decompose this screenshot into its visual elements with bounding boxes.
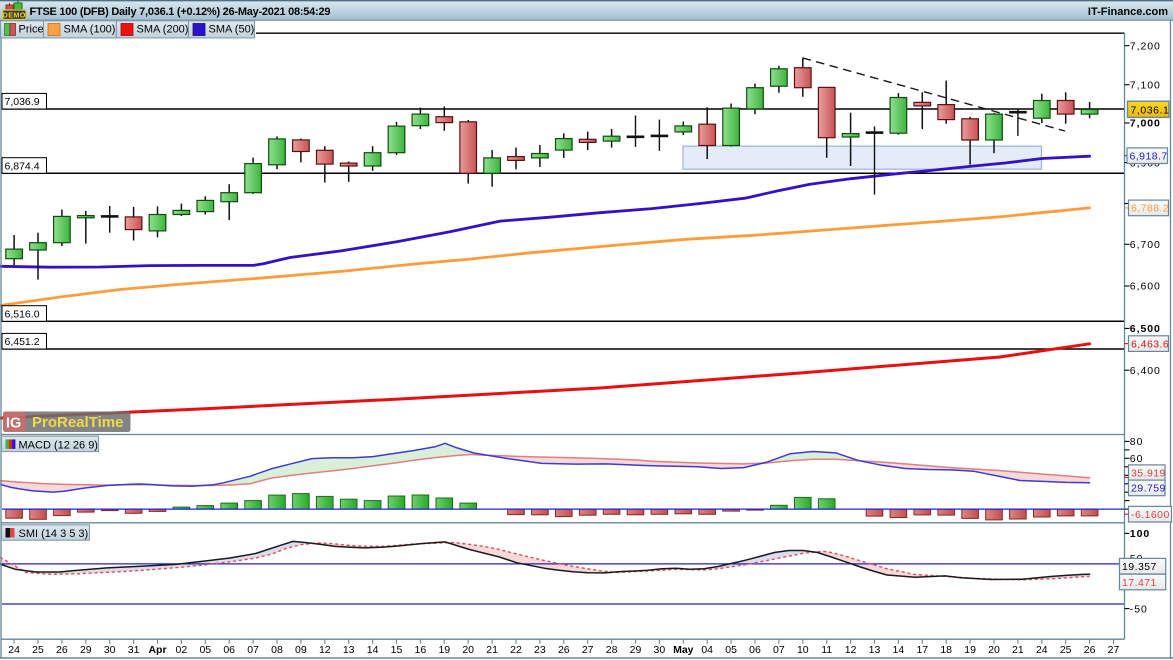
svg-text:SMI (14 3 5 3): SMI (14 3 5 3) bbox=[19, 528, 89, 540]
svg-text:6,600: 6,600 bbox=[1130, 281, 1161, 293]
svg-text:21: 21 bbox=[486, 644, 498, 656]
svg-text:18: 18 bbox=[940, 644, 952, 656]
svg-text:13: 13 bbox=[343, 644, 355, 656]
svg-text:24: 24 bbox=[1036, 644, 1048, 656]
svg-text:16: 16 bbox=[415, 644, 427, 656]
svg-text:6,918.7: 6,918.7 bbox=[1130, 151, 1168, 163]
svg-text:26: 26 bbox=[1084, 644, 1096, 656]
svg-text:DEMO: DEMO bbox=[3, 11, 26, 20]
svg-text:26: 26 bbox=[56, 644, 68, 656]
svg-text:07: 07 bbox=[247, 644, 259, 656]
svg-text:25: 25 bbox=[1060, 644, 1072, 656]
svg-text:17.471: 17.471 bbox=[1122, 577, 1157, 589]
svg-text:20: 20 bbox=[988, 644, 1000, 656]
svg-text:7,100: 7,100 bbox=[1130, 79, 1161, 91]
svg-text:SMA (200): SMA (200) bbox=[137, 24, 189, 36]
svg-text:06: 06 bbox=[749, 644, 761, 656]
svg-text:May: May bbox=[673, 644, 694, 656]
svg-text:35.919: 35.919 bbox=[1131, 468, 1166, 480]
svg-text:26: 26 bbox=[558, 644, 570, 656]
svg-text:6,400: 6,400 bbox=[1130, 365, 1161, 377]
svg-text:6,516.0: 6,516.0 bbox=[5, 308, 40, 320]
svg-text:08: 08 bbox=[271, 644, 283, 656]
svg-text:14: 14 bbox=[893, 644, 905, 656]
svg-text:05: 05 bbox=[199, 644, 211, 656]
svg-text:SMA (50): SMA (50) bbox=[209, 24, 255, 36]
svg-text:6,874.4: 6,874.4 bbox=[5, 160, 40, 172]
svg-text:13: 13 bbox=[869, 644, 881, 656]
svg-text:6,700: 6,700 bbox=[1130, 239, 1161, 251]
svg-text:Price: Price bbox=[19, 24, 44, 36]
svg-text:24: 24 bbox=[8, 644, 20, 656]
svg-text:20: 20 bbox=[462, 644, 474, 656]
svg-text:80: 80 bbox=[1130, 436, 1144, 448]
svg-text:09: 09 bbox=[295, 644, 307, 656]
svg-text:FTSE 100 (DFB) Daily 7,036.1 (: FTSE 100 (DFB) Daily 7,036.1 (+0.12%) 26… bbox=[30, 6, 331, 18]
svg-text:7,200: 7,200 bbox=[1130, 40, 1161, 52]
svg-text:100: 100 bbox=[1130, 528, 1150, 540]
svg-text:30: 30 bbox=[104, 644, 116, 656]
svg-text:27: 27 bbox=[582, 644, 594, 656]
svg-text:6,451.2: 6,451.2 bbox=[5, 336, 40, 348]
svg-text:6,463.6: 6,463.6 bbox=[1131, 338, 1169, 350]
svg-text:06: 06 bbox=[223, 644, 235, 656]
svg-text:6,788.2: 6,788.2 bbox=[1131, 203, 1169, 215]
svg-text:-6.1600: -6.1600 bbox=[1131, 509, 1170, 521]
svg-text:27: 27 bbox=[1108, 644, 1120, 656]
svg-text:17: 17 bbox=[916, 644, 928, 656]
svg-text:25: 25 bbox=[32, 644, 44, 656]
svg-text:MACD (12 26 9): MACD (12 26 9) bbox=[19, 439, 98, 451]
svg-text:02: 02 bbox=[176, 644, 188, 656]
svg-text:Apr: Apr bbox=[148, 644, 166, 656]
svg-text:10: 10 bbox=[797, 644, 809, 656]
svg-text:-50: -50 bbox=[1130, 603, 1148, 615]
svg-text:SMA (100): SMA (100) bbox=[64, 24, 116, 36]
svg-text:12: 12 bbox=[319, 644, 331, 656]
svg-text:29: 29 bbox=[630, 644, 642, 656]
svg-text:14: 14 bbox=[367, 644, 379, 656]
svg-text:23: 23 bbox=[534, 644, 546, 656]
svg-text:28: 28 bbox=[606, 644, 618, 656]
svg-text:21: 21 bbox=[1012, 644, 1024, 656]
svg-text:19: 19 bbox=[438, 644, 450, 656]
svg-text:60: 60 bbox=[1130, 453, 1144, 465]
svg-text:29: 29 bbox=[80, 644, 92, 656]
svg-text:7,036.1: 7,036.1 bbox=[1131, 104, 1170, 116]
svg-text:30: 30 bbox=[654, 644, 666, 656]
svg-text:12: 12 bbox=[845, 644, 857, 656]
svg-text:31: 31 bbox=[128, 644, 140, 656]
svg-text:IG: IG bbox=[6, 416, 21, 432]
svg-text:07: 07 bbox=[773, 644, 785, 656]
svg-text:19.357: 19.357 bbox=[1122, 561, 1157, 573]
svg-text:7,036.9: 7,036.9 bbox=[5, 96, 40, 108]
svg-text:04: 04 bbox=[701, 644, 713, 656]
svg-text:22: 22 bbox=[510, 644, 522, 656]
svg-text:7,000: 7,000 bbox=[1130, 118, 1161, 130]
svg-text:6,500: 6,500 bbox=[1130, 323, 1161, 335]
svg-text:15: 15 bbox=[391, 644, 403, 656]
svg-text:05: 05 bbox=[725, 644, 737, 656]
svg-text:11: 11 bbox=[821, 644, 832, 656]
svg-text:19: 19 bbox=[964, 644, 976, 656]
svg-text:IT-Finance.com: IT-Finance.com bbox=[1088, 6, 1168, 18]
svg-text:29.759: 29.759 bbox=[1131, 483, 1166, 495]
svg-text:ProRealTime: ProRealTime bbox=[32, 414, 123, 431]
